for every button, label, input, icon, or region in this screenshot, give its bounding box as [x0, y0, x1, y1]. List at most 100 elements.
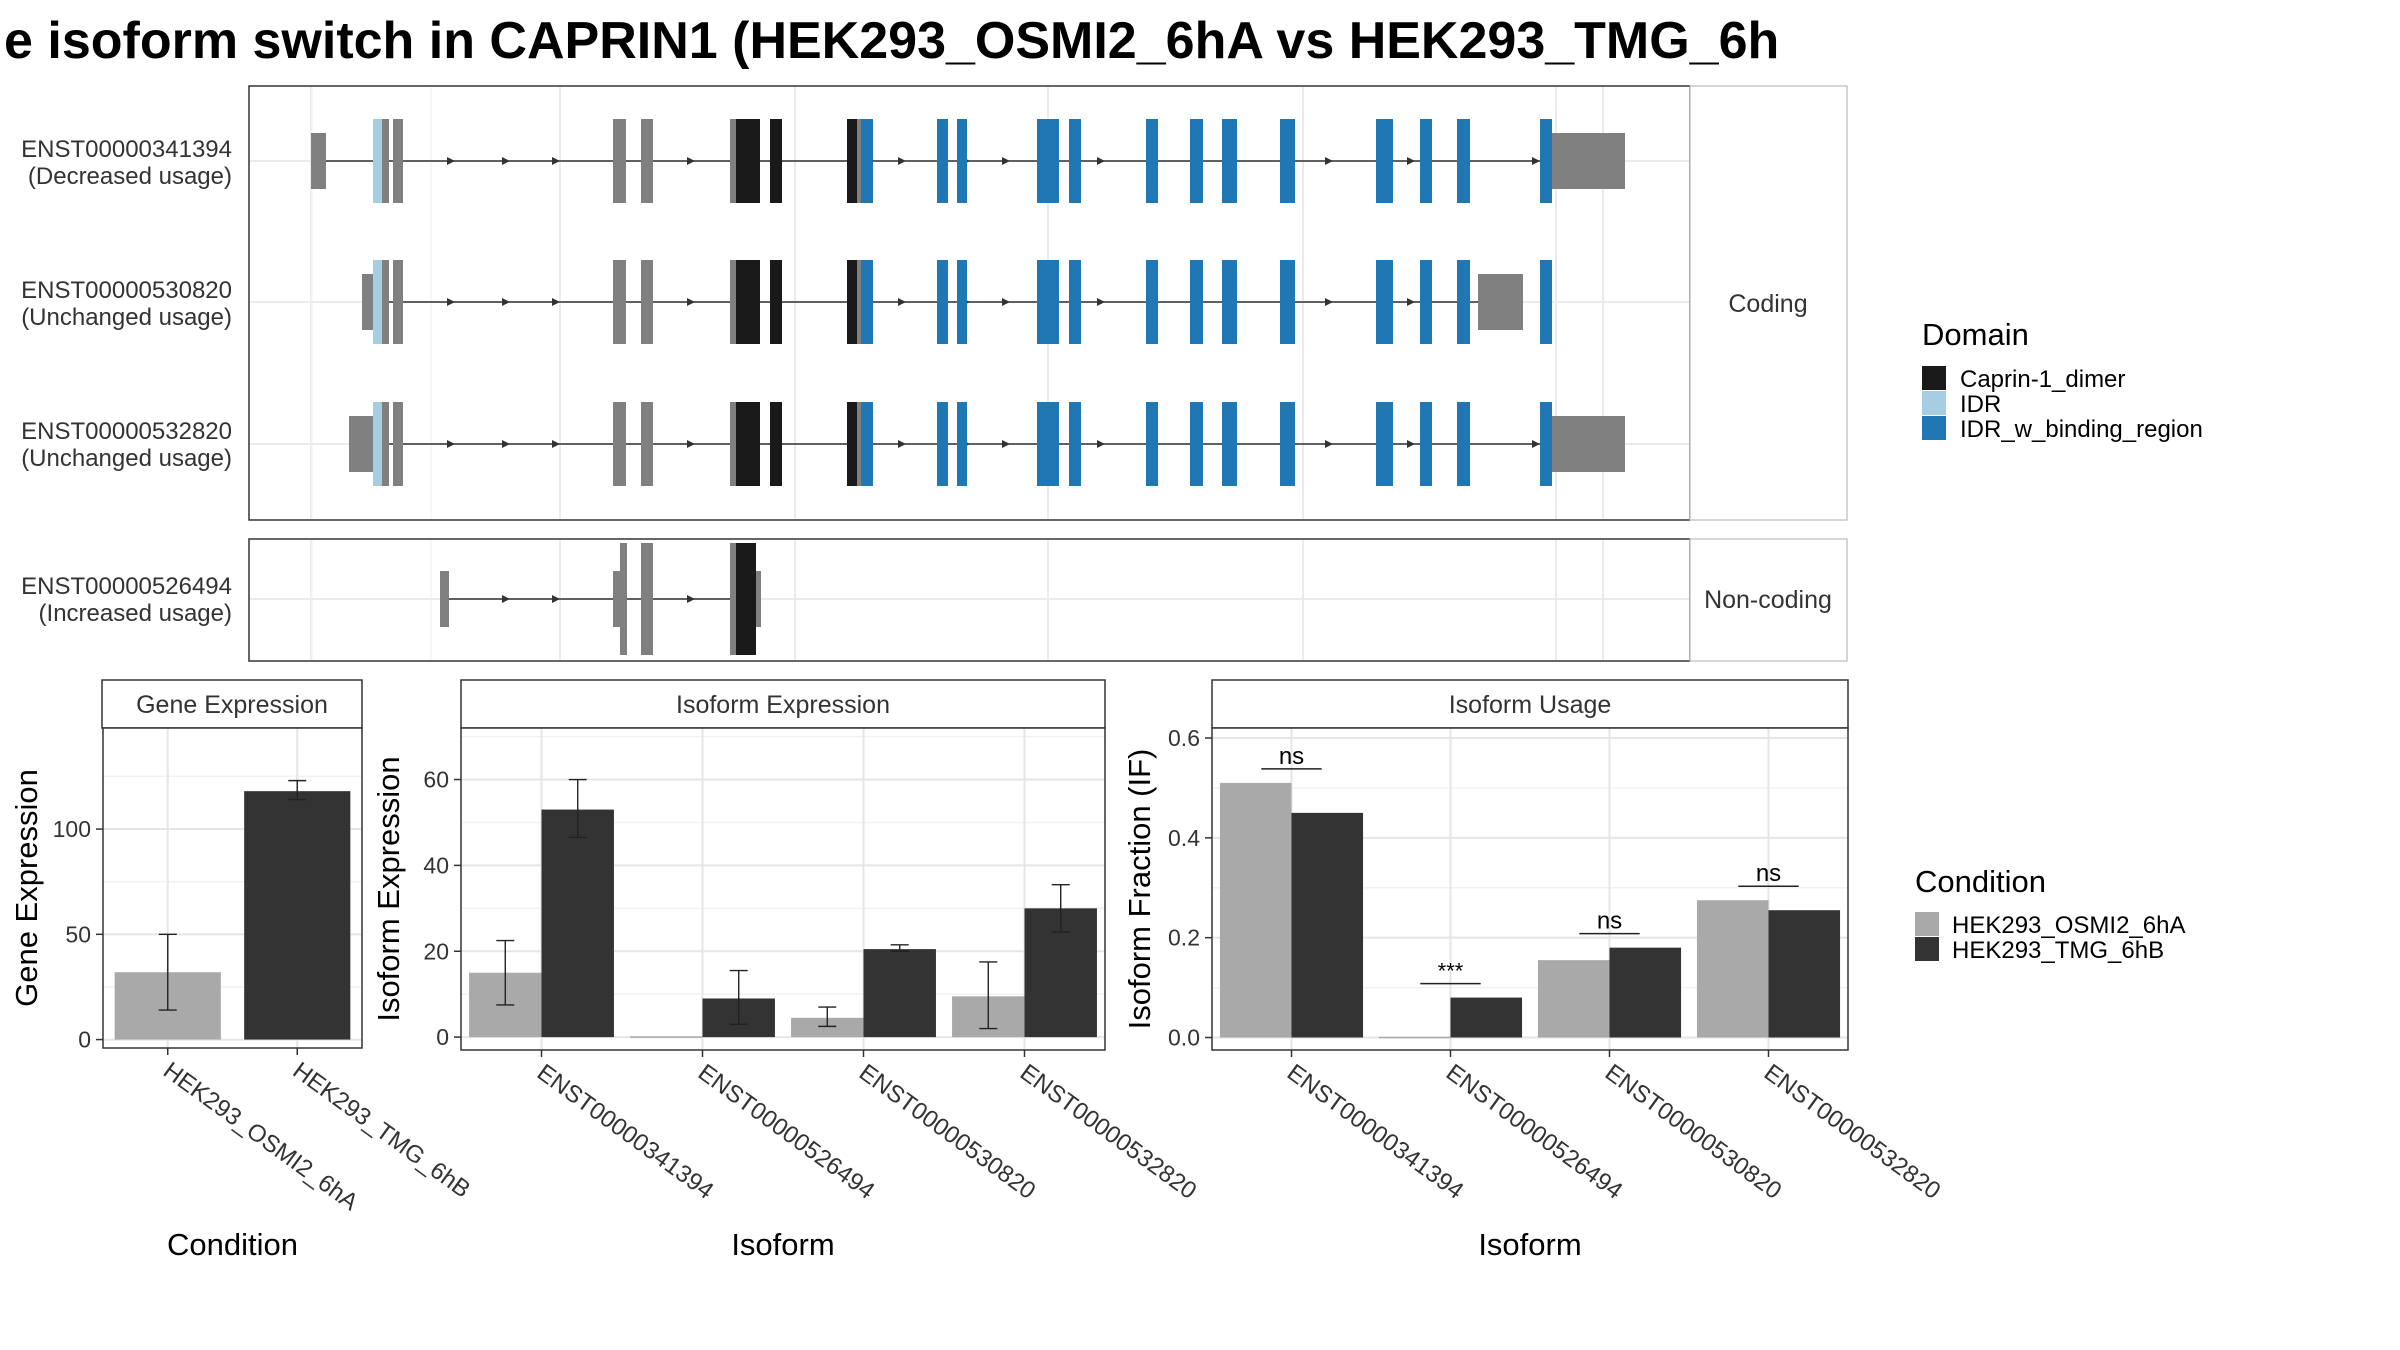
chart-panel-3: Isoform Usage 0.0 0.2 0.4 0.6 ns *** ns ns ENST00…: [1122, 679, 1945, 1262]
transcript-id-label: ENST00000532820: [21, 418, 232, 445]
y-tick-label: 50: [65, 921, 91, 947]
significance-label: ***: [1438, 959, 1464, 984]
condition-legend-title: Condition: [1915, 864, 2046, 899]
y-tick-label: 0.2: [1168, 925, 1200, 951]
strand-arrow: [687, 157, 695, 165]
cds-exon: [1037, 402, 1059, 486]
bar: [630, 1036, 703, 1038]
strand-arrow: [1002, 157, 1010, 165]
cds-exon: [1420, 119, 1432, 203]
strand-arrow: [1002, 440, 1010, 448]
cds-exon: [1420, 402, 1432, 486]
x-tick-label: ENST00000341394: [1282, 1059, 1468, 1205]
cds-exon: [1376, 119, 1393, 203]
condition-legend: Condition HEK293_OSMI2_6hA HEK293_TMG_6h…: [1915, 864, 2185, 964]
legend-swatch-tmg: [1915, 937, 1939, 961]
transcript-usage-label: (Decreased usage): [28, 163, 232, 190]
y-tick-label: 0.0: [1168, 1025, 1200, 1051]
legend-swatch-idr-binding: [1922, 416, 1946, 440]
cds-exon: [1069, 260, 1081, 344]
cds-exon: [1037, 119, 1059, 203]
cds-exon: [1069, 402, 1081, 486]
utr-exon: [362, 274, 375, 330]
strand-arrow: [687, 298, 695, 306]
figure-title: e isoform switch in CAPRIN1 (HEK293_OSMI…: [4, 12, 1779, 70]
domain-legend-title: Domain: [1922, 317, 2029, 352]
cds-exon: [641, 119, 653, 203]
legend-label-idr: IDR: [1960, 391, 2001, 418]
bar: [1450, 997, 1523, 1038]
cds-exon: [957, 402, 967, 486]
utr-exon: [613, 571, 621, 627]
y-tick-label: 60: [423, 767, 449, 793]
coding-strip-label: Coding: [1728, 290, 1807, 318]
x-axis-title: Isoform: [731, 1227, 834, 1262]
strand-arrow: [502, 440, 510, 448]
x-tick-label: ENST00000532820: [1759, 1059, 1945, 1205]
bar: [1768, 910, 1841, 1038]
legend-label-idr-binding: IDR_w_binding_region: [1960, 416, 2203, 443]
cds-exon: [847, 402, 857, 486]
bar: [791, 1017, 864, 1038]
caprin-dimer-domain: [736, 543, 756, 655]
significance-label: ns: [1279, 743, 1304, 770]
panel-border: [460, 727, 1106, 1051]
utr-exon: [349, 416, 375, 472]
cds-exon: [857, 260, 861, 344]
panel-title: Isoform Expression: [676, 691, 890, 719]
exon: [730, 543, 736, 655]
transcript-usage-label: (Unchanged usage): [21, 445, 232, 472]
strand-arrow: [502, 157, 510, 165]
cds-exon: [1190, 402, 1203, 486]
x-tick-label: ENST00000526494: [1441, 1059, 1627, 1205]
cds-exon: [847, 260, 857, 344]
bar: [1609, 947, 1682, 1038]
utr-exon: [756, 571, 761, 627]
strand-arrow: [447, 157, 455, 165]
y-tick-label: 0: [78, 1027, 91, 1053]
y-tick-label: 0: [436, 1024, 449, 1050]
cds-exon: [393, 260, 403, 344]
cds-exon: [373, 402, 382, 486]
significance-label: ns: [1756, 860, 1781, 887]
cds-exon: [861, 119, 873, 203]
y-tick-label: 100: [53, 816, 91, 842]
bar: [1537, 960, 1610, 1038]
strand-arrow: [552, 157, 560, 165]
strand-arrow: [898, 157, 906, 165]
y-axis-title: Gene Expression: [9, 769, 44, 1007]
x-tick-label: ENST00000530820: [854, 1059, 1040, 1205]
x-tick-label: ENST00000530820: [1600, 1059, 1786, 1205]
cds-exon: [1540, 260, 1552, 344]
cds-exon: [382, 402, 389, 486]
significance-label: ns: [1597, 908, 1622, 935]
cds-exon: [1222, 119, 1237, 203]
cds-exon: [1376, 260, 1393, 344]
panel-border: [1211, 727, 1849, 1051]
cds-exon: [382, 119, 389, 203]
cds-exon: [770, 119, 782, 203]
strand-arrow: [1532, 440, 1540, 448]
utr-exon: [1552, 133, 1625, 189]
strand-arrow: [447, 298, 455, 306]
cds-exon: [1190, 119, 1203, 203]
cds-exon: [1037, 260, 1059, 344]
cds-exon: [1540, 119, 1552, 203]
cds-exon: [1146, 260, 1158, 344]
strand-arrow: [1325, 157, 1333, 165]
strand-arrow: [1407, 157, 1415, 165]
y-tick-label: 0.6: [1168, 725, 1200, 751]
strand-arrow: [898, 298, 906, 306]
legend-swatch-idr: [1922, 391, 1946, 415]
cds-exon: [641, 402, 653, 486]
cds-exon: [1280, 402, 1295, 486]
cds-exon: [393, 402, 403, 486]
domain-legend: Domain Caprin-1_dimer IDR IDR_w_binding_…: [1922, 317, 2203, 443]
panel-border: [102, 727, 363, 1049]
transcript-structures: [250, 87, 1689, 660]
transcript-id-label: ENST00000530820: [21, 277, 232, 304]
transcript-usage-label: (Unchanged usage): [21, 304, 232, 331]
legend-label-tmg: HEK293_TMG_6hB: [1952, 937, 2164, 964]
cds-exon: [1540, 402, 1552, 486]
cds-exon: [1222, 260, 1237, 344]
